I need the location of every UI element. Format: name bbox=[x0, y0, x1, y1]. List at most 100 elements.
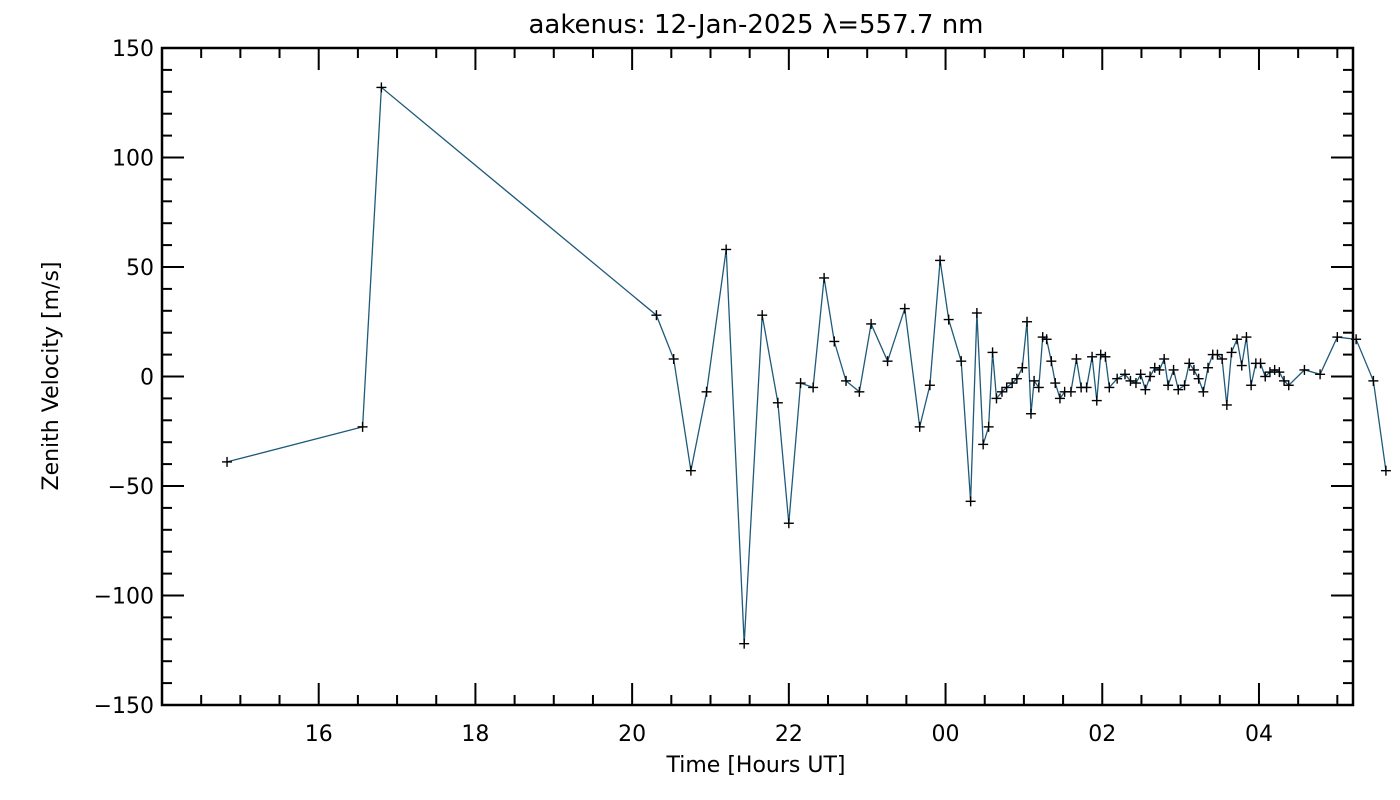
chart-title: aakenus: 12-Jan-2025 λ=557.7 nm bbox=[529, 10, 984, 40]
data-point bbox=[1241, 332, 1252, 343]
data-point bbox=[1246, 380, 1257, 391]
data-point bbox=[943, 314, 954, 325]
data-point bbox=[1380, 465, 1391, 476]
data-point bbox=[685, 465, 696, 476]
data-point bbox=[1279, 375, 1290, 386]
data-point bbox=[1173, 384, 1184, 395]
y-axis-title: Zenith Velocity [m/s] bbox=[39, 262, 64, 491]
data-point bbox=[376, 82, 387, 93]
data-point bbox=[1159, 353, 1170, 364]
data-point bbox=[1022, 316, 1033, 327]
data-point bbox=[1232, 334, 1243, 345]
data-point bbox=[1255, 358, 1266, 369]
data-point bbox=[1104, 382, 1115, 393]
y-tick-label: −150 bbox=[94, 694, 154, 719]
y-tick-label: −100 bbox=[94, 585, 154, 610]
data-point bbox=[1198, 386, 1209, 397]
x-tick-label: 22 bbox=[775, 722, 803, 747]
data-point bbox=[1212, 349, 1223, 360]
y-tick-label: 150 bbox=[112, 37, 154, 62]
data-point bbox=[1351, 334, 1362, 345]
data-point bbox=[841, 375, 852, 386]
y-tick-label: −50 bbox=[108, 475, 154, 500]
data-point bbox=[721, 244, 732, 255]
data-point bbox=[899, 303, 910, 314]
series-group bbox=[222, 82, 1391, 649]
data-point bbox=[1065, 386, 1076, 397]
data-point bbox=[651, 310, 662, 321]
x-tick-label: 16 bbox=[305, 722, 333, 747]
data-point bbox=[996, 386, 1007, 397]
data-point bbox=[357, 421, 368, 432]
data-point bbox=[882, 356, 893, 367]
data-point bbox=[1081, 382, 1092, 393]
x-axis: 16 18 20 22 00 02 04 bbox=[161, 48, 1339, 747]
data-point bbox=[783, 518, 794, 529]
plot-frame bbox=[160, 46, 1355, 707]
series-line bbox=[226, 86, 1387, 644]
data-point bbox=[924, 380, 935, 391]
data-point bbox=[971, 307, 982, 318]
x-tick-label: 02 bbox=[1088, 722, 1116, 747]
data-point bbox=[1119, 369, 1130, 380]
data-point bbox=[668, 353, 679, 364]
data-point bbox=[1041, 334, 1052, 345]
data-point bbox=[701, 386, 712, 397]
data-point bbox=[772, 397, 783, 408]
data-point bbox=[1226, 347, 1237, 358]
data-point bbox=[1125, 375, 1136, 386]
data-point bbox=[935, 255, 946, 266]
data-point bbox=[1087, 351, 1098, 362]
x-tick-label: 18 bbox=[461, 722, 489, 747]
x-tick-label: 00 bbox=[932, 722, 960, 747]
data-point bbox=[1054, 393, 1065, 404]
data-point bbox=[739, 638, 750, 649]
data-point bbox=[1168, 364, 1179, 375]
data-point bbox=[1221, 399, 1232, 410]
data-point bbox=[991, 393, 1002, 404]
data-point bbox=[1100, 351, 1111, 362]
y-tick-label: 0 bbox=[140, 366, 154, 391]
data-point bbox=[808, 382, 819, 393]
data-point bbox=[1236, 360, 1247, 371]
data-point bbox=[1332, 332, 1343, 343]
y-tick-label: 50 bbox=[126, 256, 154, 281]
data-point bbox=[757, 310, 768, 321]
data-point bbox=[1095, 349, 1106, 360]
data-point bbox=[1368, 375, 1379, 386]
data-point bbox=[1274, 367, 1285, 378]
data-point bbox=[987, 347, 998, 358]
data-point bbox=[1071, 353, 1082, 364]
data-point bbox=[1217, 353, 1228, 364]
x-tick-label: 20 bbox=[618, 722, 646, 747]
data-point bbox=[956, 356, 967, 367]
data-point bbox=[1163, 380, 1174, 391]
data-point bbox=[1299, 364, 1310, 375]
data-point bbox=[983, 421, 994, 432]
data-point bbox=[1025, 408, 1036, 419]
data-point bbox=[1193, 373, 1204, 384]
data-point bbox=[1135, 369, 1146, 380]
data-point bbox=[1154, 364, 1165, 375]
x-axis-title: Time [Hours UT] bbox=[666, 753, 846, 778]
data-point bbox=[1112, 373, 1123, 384]
data-point bbox=[222, 456, 233, 467]
data-point bbox=[1264, 367, 1275, 378]
data-point bbox=[965, 496, 976, 507]
y-tick-label: 100 bbox=[112, 147, 154, 172]
data-point bbox=[1050, 378, 1061, 389]
data-point bbox=[1130, 378, 1141, 389]
data-point bbox=[1029, 375, 1040, 386]
data-point bbox=[1179, 380, 1190, 391]
data-point bbox=[1315, 369, 1326, 380]
data-point bbox=[1046, 356, 1057, 367]
data-point bbox=[1283, 380, 1294, 391]
x-tick-label: 04 bbox=[1245, 722, 1273, 747]
data-point bbox=[1260, 371, 1271, 382]
data-point bbox=[819, 272, 830, 283]
data-point bbox=[1001, 382, 1012, 393]
data-point bbox=[1145, 371, 1156, 382]
data-point bbox=[854, 386, 865, 397]
data-point bbox=[1007, 378, 1018, 389]
